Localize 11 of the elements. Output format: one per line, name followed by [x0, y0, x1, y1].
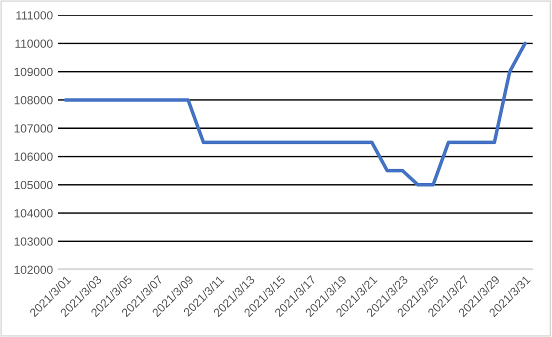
y-tick-label: 108000	[14, 96, 53, 104]
y-tick-label: 103000	[14, 237, 53, 246]
y-tick-label: 110000	[15, 39, 53, 48]
y-tick-label: 104000	[14, 209, 53, 218]
y-tick-label: 105000	[14, 180, 53, 190]
y-tick-label: 109000	[14, 68, 53, 76]
y-tick-label: 102000	[14, 266, 53, 274]
y-tick-label: 107000	[14, 124, 53, 133]
y-tick-label: 106000	[14, 152, 53, 161]
y-tick-label: 111000	[16, 11, 53, 20]
line-series	[64, 42, 527, 187]
